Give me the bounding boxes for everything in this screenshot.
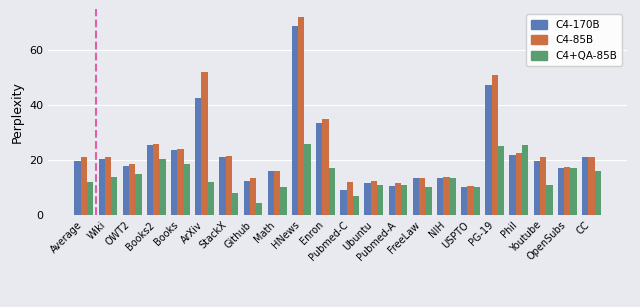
- Bar: [467, 186, 474, 215]
- Bar: [564, 167, 570, 215]
- Bar: [509, 154, 516, 215]
- Bar: [232, 193, 238, 215]
- Bar: [522, 145, 529, 215]
- Bar: [177, 149, 184, 215]
- Bar: [280, 188, 287, 215]
- Bar: [195, 98, 202, 215]
- Bar: [492, 75, 498, 215]
- Bar: [534, 161, 540, 215]
- Bar: [298, 17, 305, 215]
- Bar: [582, 157, 588, 215]
- Bar: [226, 156, 232, 215]
- Bar: [353, 196, 359, 215]
- Bar: [87, 182, 93, 215]
- Bar: [485, 85, 492, 215]
- Bar: [364, 183, 371, 215]
- Bar: [244, 181, 250, 215]
- Bar: [461, 188, 467, 215]
- Bar: [111, 177, 117, 215]
- Bar: [268, 171, 274, 215]
- Bar: [449, 178, 456, 215]
- Bar: [159, 159, 166, 215]
- Bar: [123, 165, 129, 215]
- Bar: [135, 174, 141, 215]
- Y-axis label: Perplexity: Perplexity: [10, 81, 24, 143]
- Bar: [129, 164, 135, 215]
- Bar: [595, 171, 601, 215]
- Bar: [274, 171, 280, 215]
- Bar: [81, 157, 87, 215]
- Bar: [74, 161, 81, 215]
- Bar: [401, 185, 408, 215]
- Bar: [588, 157, 595, 215]
- Bar: [305, 144, 311, 215]
- Bar: [540, 157, 546, 215]
- Bar: [558, 168, 564, 215]
- Bar: [171, 150, 177, 215]
- Bar: [395, 183, 401, 215]
- Bar: [256, 203, 262, 215]
- Bar: [99, 159, 105, 215]
- Bar: [316, 123, 323, 215]
- Bar: [474, 188, 480, 215]
- Bar: [426, 188, 431, 215]
- Bar: [202, 72, 208, 215]
- Bar: [377, 185, 383, 215]
- Bar: [516, 153, 522, 215]
- Bar: [220, 157, 226, 215]
- Bar: [184, 164, 190, 215]
- Bar: [329, 168, 335, 215]
- Bar: [323, 119, 329, 215]
- Bar: [250, 178, 256, 215]
- Bar: [340, 190, 346, 215]
- Bar: [208, 182, 214, 215]
- Bar: [388, 186, 395, 215]
- Bar: [498, 146, 504, 215]
- Bar: [153, 144, 159, 215]
- Bar: [419, 178, 426, 215]
- Bar: [437, 178, 444, 215]
- Bar: [105, 157, 111, 215]
- Legend: C4-170B, C4-85B, C4+QA-85B: C4-170B, C4-85B, C4+QA-85B: [525, 14, 622, 66]
- Bar: [444, 177, 449, 215]
- Bar: [570, 168, 577, 215]
- Bar: [371, 181, 377, 215]
- Bar: [546, 185, 552, 215]
- Bar: [292, 26, 298, 215]
- Bar: [346, 182, 353, 215]
- Bar: [413, 178, 419, 215]
- Bar: [147, 145, 153, 215]
